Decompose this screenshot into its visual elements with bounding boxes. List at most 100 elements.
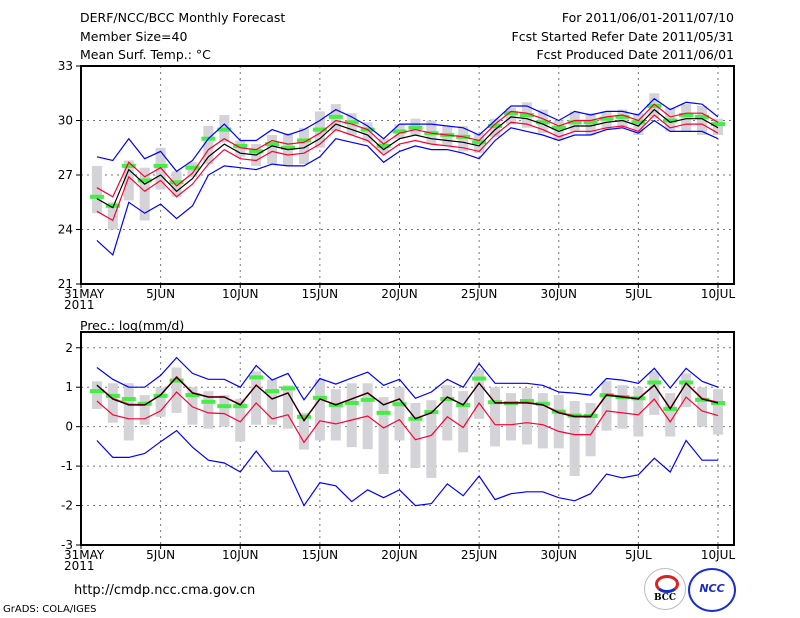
- y-tick-label: 33: [58, 59, 73, 73]
- green-marker: [695, 397, 710, 402]
- green-marker: [535, 401, 550, 406]
- ensemble-range-box: [713, 389, 723, 435]
- x-tick-label: 15JUN: [302, 548, 339, 562]
- green-marker: [265, 142, 280, 147]
- x-tick-label: 5JUN: [146, 287, 175, 301]
- ensemble-range-box: [505, 107, 516, 125]
- green-marker: [233, 143, 248, 148]
- green-marker: [472, 140, 487, 145]
- ensemble-range-box: [187, 387, 198, 425]
- ensemble-range-box: [697, 105, 708, 136]
- ensemble-range-box: [251, 371, 262, 425]
- green-marker: [711, 122, 725, 127]
- series-line-mean: [96, 376, 719, 422]
- green-marker: [519, 399, 534, 404]
- x-tick-label: 30JUN: [540, 548, 577, 562]
- website-link[interactable]: http://cmdp.ncc.cma.gov.cn: [74, 583, 256, 598]
- ensemble-range-box: [617, 385, 628, 429]
- ensemble-range-box: [139, 395, 150, 425]
- green-marker: [121, 397, 136, 402]
- green-marker: [89, 389, 104, 394]
- y-tick-label: 1: [65, 380, 73, 394]
- ensemble-range-box: [585, 403, 596, 457]
- ensemble-range-box: [298, 412, 309, 450]
- ensemble-range-box: [410, 403, 421, 469]
- y-tick-label: -3: [61, 538, 73, 552]
- green-marker: [519, 113, 534, 118]
- green-marker: [663, 118, 678, 123]
- series-line-min: [96, 429, 718, 507]
- ensemble-range-box: [267, 379, 278, 425]
- x-tick-label: 5JUL: [625, 548, 652, 562]
- ensemble-range-box: [681, 104, 692, 132]
- green-marker: [312, 395, 327, 400]
- ensemble-range-box: [107, 202, 118, 230]
- ensemble-range-box: [298, 127, 309, 165]
- x-tick-label: 25JUN: [461, 287, 498, 301]
- series-line-lower: [96, 391, 719, 444]
- ensemble-range-box: [553, 120, 564, 141]
- ncc-logo: NCC: [688, 568, 736, 612]
- green-marker: [551, 125, 566, 130]
- x-tick-label: 5JUL: [625, 287, 652, 301]
- green-marker: [376, 410, 391, 415]
- ensemble-range-box: [394, 387, 405, 441]
- green-marker: [105, 393, 120, 398]
- green-marker: [647, 380, 662, 385]
- ensemble-range-box: [91, 381, 102, 409]
- x-tick-label: 10JUN: [222, 287, 259, 301]
- x-tick-label: 15JUN: [302, 287, 339, 301]
- green-marker: [281, 386, 296, 391]
- ensemble-range-box: [267, 135, 278, 165]
- x-tick-label: 20JUN: [381, 287, 418, 301]
- green-marker: [169, 378, 184, 383]
- x-tick-label: 31MAY: [64, 287, 105, 301]
- ensemble-range-box: [553, 395, 564, 449]
- ensemble-range-box: [107, 383, 118, 423]
- series-line-min: [96, 119, 719, 256]
- x-tick-label: 31MAY: [64, 548, 105, 562]
- forecast-produced-date: Fcst Produced Date 2011/06/01: [536, 47, 734, 62]
- green-marker: [153, 163, 168, 168]
- green-marker: [185, 165, 200, 170]
- green-marker: [249, 375, 264, 380]
- ensemble-range-box: [330, 389, 341, 441]
- ensemble-range-box: [91, 165, 102, 214]
- plot-frame: [80, 65, 735, 285]
- ensemble-range-box: [521, 388, 532, 445]
- green-marker: [312, 127, 327, 132]
- green-marker: [89, 194, 104, 199]
- green-marker: [217, 127, 232, 132]
- green-marker: [265, 389, 280, 394]
- green-marker: [249, 149, 264, 154]
- green-marker: [137, 401, 152, 406]
- ensemble-range-box: [219, 395, 230, 427]
- green-marker: [105, 203, 120, 208]
- x-tick-label: 10JUL: [701, 548, 736, 562]
- green-marker: [153, 393, 168, 398]
- ensemble-range-box: [123, 383, 134, 441]
- green-marker: [360, 397, 375, 402]
- ensemble-range-box: [203, 391, 214, 429]
- ensemble-range-box: [235, 399, 246, 442]
- green-marker: [503, 111, 518, 116]
- green-marker: [296, 414, 311, 419]
- green-marker: [137, 178, 152, 183]
- green-marker: [201, 399, 216, 404]
- ensemble-range-box: [490, 387, 501, 447]
- x-tick-label: 10JUL: [701, 287, 736, 301]
- green-marker: [440, 397, 455, 402]
- green-marker: [695, 114, 710, 119]
- y-tick-label: 21: [58, 277, 73, 291]
- green-marker: [217, 404, 232, 409]
- x-tick-label: 30JUN: [540, 287, 577, 301]
- green-marker: [233, 404, 248, 409]
- green-marker: [169, 180, 184, 185]
- member-size: Member Size=40: [80, 29, 188, 44]
- green-marker: [679, 113, 694, 118]
- forecast-period: For 2011/06/01-2011/07/10: [561, 10, 734, 25]
- x-tick-label: 10JUN: [222, 548, 259, 562]
- ensemble-range-box: [633, 387, 644, 437]
- green-marker: [647, 103, 662, 108]
